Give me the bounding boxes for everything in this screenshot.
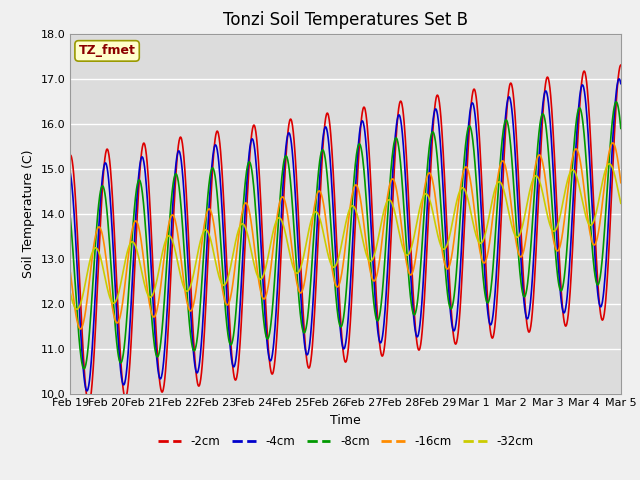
Line: -4cm: -4cm	[70, 79, 621, 391]
-32cm	[73, 306, 81, 312]
-8cm	[300, 330, 308, 336]
-16cm	[617, 180, 625, 186]
Title: Tonzi Soil Temperatures Set B: Tonzi Soil Temperatures Set B	[223, 11, 468, 29]
-4cm	[300, 339, 308, 345]
-8cm	[109, 298, 117, 304]
-2cm	[300, 329, 308, 335]
-8cm	[380, 269, 388, 275]
-32cm	[300, 250, 308, 256]
-2cm	[380, 348, 388, 354]
-2cm	[322, 116, 330, 121]
-8cm	[67, 216, 74, 221]
-4cm	[132, 214, 140, 220]
-32cm	[322, 240, 330, 246]
-4cm	[322, 124, 330, 130]
-8cm	[80, 366, 88, 372]
-4cm	[617, 81, 625, 86]
-32cm	[617, 200, 625, 206]
-16cm	[609, 140, 616, 146]
-4cm	[83, 388, 91, 394]
-2cm	[132, 243, 140, 249]
-16cm	[380, 221, 388, 227]
-32cm	[605, 161, 613, 167]
-16cm	[132, 218, 140, 224]
Y-axis label: Soil Temperature (C): Soil Temperature (C)	[22, 149, 35, 278]
Line: -32cm: -32cm	[70, 164, 621, 309]
-4cm	[109, 249, 117, 255]
-8cm	[132, 192, 140, 198]
-8cm	[312, 204, 319, 210]
-16cm	[322, 215, 330, 220]
Line: -16cm: -16cm	[70, 143, 621, 329]
-4cm	[615, 76, 623, 82]
-2cm	[109, 211, 117, 217]
-4cm	[312, 251, 319, 256]
-32cm	[312, 209, 319, 215]
Legend: -2cm, -4cm, -8cm, -16cm, -32cm: -2cm, -4cm, -8cm, -16cm, -32cm	[153, 430, 538, 453]
-32cm	[67, 290, 74, 296]
Line: -8cm: -8cm	[70, 102, 621, 369]
-16cm	[312, 197, 319, 203]
-2cm	[617, 62, 625, 68]
-2cm	[85, 401, 93, 407]
-4cm	[67, 171, 74, 177]
X-axis label: Time: Time	[330, 414, 361, 427]
Text: TZ_fmet: TZ_fmet	[79, 44, 136, 58]
-32cm	[380, 208, 388, 214]
Line: -2cm: -2cm	[70, 65, 621, 404]
-8cm	[617, 125, 625, 131]
-2cm	[67, 152, 74, 158]
-32cm	[109, 300, 117, 306]
-16cm	[109, 310, 117, 316]
-16cm	[67, 270, 74, 276]
-16cm	[76, 326, 84, 332]
-8cm	[322, 158, 330, 164]
-4cm	[380, 321, 388, 326]
-32cm	[132, 244, 140, 250]
-16cm	[300, 280, 308, 286]
-8cm	[612, 99, 620, 105]
-2cm	[312, 288, 319, 294]
